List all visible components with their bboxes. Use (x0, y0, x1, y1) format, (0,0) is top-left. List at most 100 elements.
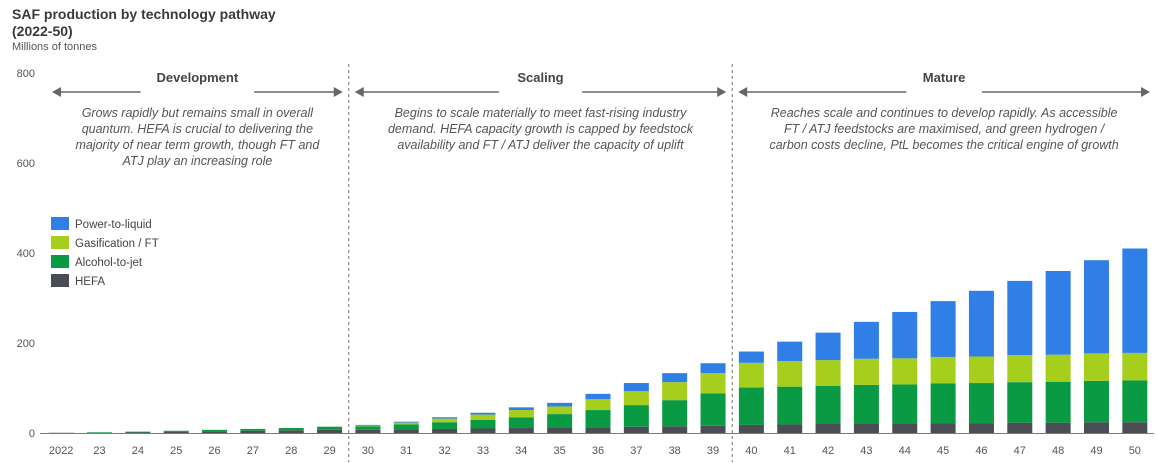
x-tick-label: 37 (630, 445, 642, 457)
bar-segment-ptl (623, 383, 649, 392)
y-tick-label: 0 (29, 428, 35, 440)
x-tick-label: 33 (477, 445, 489, 457)
bar-segment-ptl (968, 290, 994, 357)
bar-segment-hefa (585, 427, 611, 433)
bar-segment-atj (125, 431, 151, 433)
x-tick-label: 40 (745, 445, 757, 457)
phase-arrow-head (717, 87, 727, 97)
x-tick-label: 46 (975, 445, 987, 457)
x-tick-label: 41 (784, 445, 796, 457)
x-tick-label: 27 (247, 445, 259, 457)
bar-segment-ft (853, 358, 879, 385)
bar-segment-atj (853, 384, 879, 424)
bar-segment-ptl (815, 332, 841, 361)
bar-segment-ft (1083, 353, 1109, 381)
legend-label: Alcohol-to-jet (75, 257, 143, 269)
chart-title-line2: (2022-50) (12, 23, 73, 39)
bar-segment-ptl (700, 363, 726, 374)
phase-arrow-head (1141, 87, 1150, 97)
chart-unit: Millions of tonnes (12, 41, 97, 53)
y-tick-label: 800 (17, 68, 35, 80)
bar-segment-atj (930, 383, 956, 424)
bar-segment-atj (355, 426, 381, 430)
bar-segment-ptl (355, 424, 381, 426)
bar-segment-hefa (892, 423, 918, 433)
bar-segment-atj (700, 393, 726, 426)
bar-segment-hefa (432, 428, 458, 433)
bar-segment-ft (930, 356, 956, 384)
bar-segment-ft (700, 373, 726, 394)
phase-description-line: Begins to scale materially to meet fast-… (395, 106, 688, 120)
bar-segment-ft (470, 414, 496, 420)
bar-segment-atj (470, 419, 496, 429)
x-tick-label: 50 (1129, 445, 1141, 457)
x-tick-label: 43 (860, 445, 872, 457)
bar-segment-hefa (815, 424, 841, 433)
x-tick-label: 28 (285, 445, 297, 457)
bar-segment-ft (968, 356, 994, 384)
bar-segment-hefa (240, 430, 266, 433)
bar-segment-atj (547, 414, 573, 428)
phase-arrow-head (738, 87, 748, 97)
phase-title: Scaling (517, 70, 563, 85)
x-tick-label: 25 (170, 445, 182, 457)
bar-segment-ptl (930, 301, 956, 357)
bar-segment-ft (1045, 354, 1071, 382)
legend-swatch-hefa (51, 274, 69, 287)
bar-segment-ptl (662, 373, 688, 383)
phase-description-line: ATJ play an increasing role (121, 154, 272, 168)
x-tick-label: 32 (438, 445, 450, 457)
bar-segment-atj (317, 426, 343, 430)
bar-segment-hefa (930, 423, 956, 433)
bar-segment-ft (585, 399, 611, 411)
bar-segment-ft (355, 425, 381, 427)
bar-segment-ptl (432, 417, 458, 419)
bar-segment-hefa (1007, 422, 1033, 433)
bar-segment-atj (1083, 380, 1109, 423)
bar-segment-ft (432, 418, 458, 423)
phase-arrow-head (52, 87, 61, 97)
bar-segment-ft (393, 422, 419, 425)
bar-segment-atj (1122, 380, 1148, 423)
bar-segment-atj (968, 383, 994, 424)
x-tick-label: 23 (93, 445, 105, 457)
x-tick-label: 30 (362, 445, 374, 457)
bar-segment-hefa (623, 426, 649, 433)
x-tick-label: 39 (707, 445, 719, 457)
bar-segment-ptl (1122, 248, 1148, 353)
bar-segment-hefa (470, 428, 496, 433)
x-tick-label: 34 (515, 445, 527, 457)
legend-label: Power-to-liquid (75, 219, 152, 231)
bar-segment-hefa (1122, 422, 1148, 433)
bar-segment-ptl (853, 321, 879, 359)
bar-segment-hefa (125, 432, 151, 433)
bar-segment-hefa (547, 427, 573, 433)
phase-title: Development (157, 70, 239, 85)
bar-segment-atj (815, 385, 841, 424)
bar-segment-hefa (777, 424, 803, 433)
phase-arrow-head (333, 87, 343, 97)
bar-segment-hefa (508, 428, 534, 433)
bar-segment-ptl (738, 351, 764, 363)
bar-segment-atj (278, 428, 304, 431)
bar-segment-atj (892, 384, 918, 424)
x-tick-label: 35 (554, 445, 566, 457)
bar-segment-hefa (738, 424, 764, 433)
phase-title: Mature (923, 70, 966, 85)
phase-description-line: FT / ATJ feedstocks are maximised, and g… (784, 122, 1106, 136)
phase-description-line: Reaches scale and continues to develop r… (771, 106, 1118, 120)
y-tick-label: 600 (17, 158, 35, 170)
x-tick-label: 48 (1052, 445, 1064, 457)
phase-description-line: demand. HEFA capacity growth is capped b… (388, 122, 694, 136)
bar-segment-ptl (508, 407, 534, 411)
bar-segment-atj (623, 405, 649, 427)
bar-segment-atj (585, 410, 611, 428)
x-tick-label: 47 (1014, 445, 1026, 457)
bar-segment-atj (662, 400, 688, 427)
bar-segment-ptl (585, 393, 611, 400)
bar-segment-atj (202, 429, 228, 432)
x-tick-label: 26 (208, 445, 220, 457)
bar-segment-atj (87, 432, 113, 433)
bar-segment-hefa (853, 423, 879, 433)
bar-segment-hefa (662, 426, 688, 433)
